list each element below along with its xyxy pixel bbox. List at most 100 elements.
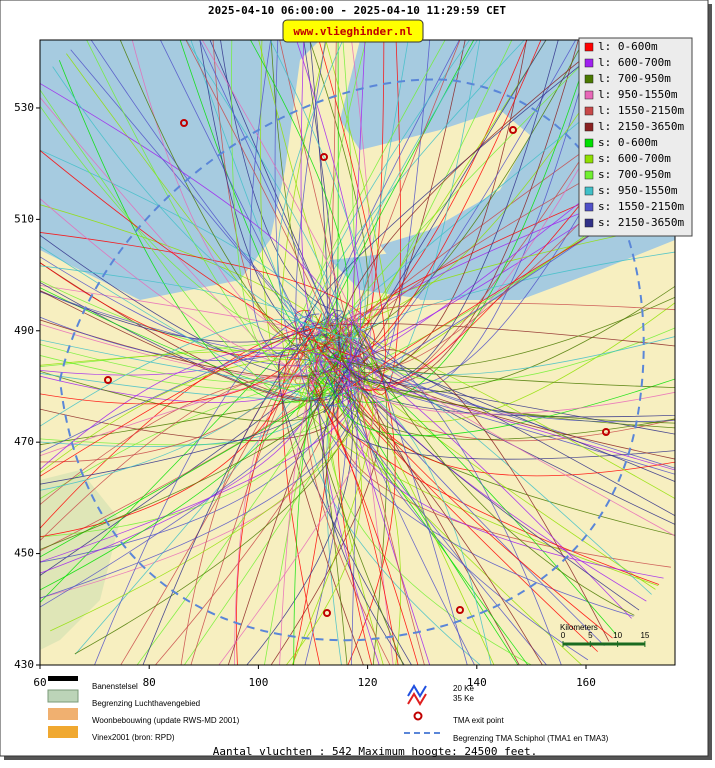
flight-track — [295, 40, 363, 407]
flight-track — [86, 40, 340, 404]
flight-track — [325, 40, 513, 378]
flight-track — [323, 40, 542, 360]
site-link[interactable]: www.vlieghinder.nl — [293, 25, 412, 38]
x-tick-label: 140 — [467, 676, 487, 689]
flight-track — [119, 40, 308, 356]
legend-swatch — [584, 202, 594, 212]
dunes — [40, 470, 120, 650]
flight-track — [279, 359, 341, 665]
flight-track — [199, 40, 332, 337]
flight-track — [40, 281, 348, 402]
flight-track — [40, 327, 332, 477]
legend-label: l: 950-1550m — [598, 88, 678, 101]
flight-track — [40, 349, 326, 366]
title: 2025-04-10 06:00:00 - 2025-04-10 11:29:5… — [208, 4, 506, 17]
flight-track — [58, 60, 346, 403]
flight-track — [308, 42, 592, 404]
y-tick-label: 430 — [14, 658, 34, 671]
flight-track — [320, 251, 675, 351]
flight-track — [74, 317, 366, 655]
flight-track — [249, 40, 309, 356]
flight-track — [312, 40, 337, 378]
wind-icon — [407, 692, 427, 706]
exit-point — [602, 428, 610, 436]
flight-track — [359, 40, 401, 396]
flight-track — [40, 287, 360, 396]
exit-point — [180, 119, 188, 127]
flight-track — [269, 40, 366, 342]
flight-track — [40, 377, 323, 550]
flight-track — [345, 40, 577, 371]
exit-point — [104, 376, 112, 384]
flight-track — [40, 265, 342, 375]
flight-track — [310, 380, 419, 665]
flight-track — [40, 232, 375, 364]
legend-text: Vinex2001 (bron: RPD) — [92, 733, 175, 742]
flight-track — [260, 40, 315, 377]
legend-swatch — [584, 42, 594, 52]
x-tick-label: 80 — [143, 676, 156, 689]
flight-track — [318, 364, 675, 415]
flight-track — [319, 350, 548, 665]
flight-track — [307, 355, 348, 665]
flight-track — [305, 320, 613, 639]
flight-track — [323, 40, 547, 413]
flight-track — [304, 310, 675, 525]
scale-title: Kilometers — [560, 623, 598, 632]
flight-track — [40, 331, 345, 403]
exit-point — [323, 609, 331, 617]
exit-point-icon — [413, 711, 423, 721]
flight-track — [40, 328, 312, 538]
flight-track — [352, 325, 675, 375]
legend-swatch — [584, 106, 594, 116]
flight-track — [338, 47, 597, 383]
x-tick-label: 60 — [33, 676, 46, 689]
flight-track — [342, 302, 675, 345]
flight-track — [40, 149, 361, 358]
legend-label: s: 600-700m — [598, 152, 671, 165]
flight-track — [231, 40, 318, 360]
flight-track — [180, 340, 327, 665]
flight-track — [343, 40, 461, 360]
exit-point — [509, 126, 517, 134]
flight-track — [354, 343, 652, 595]
exit-point — [320, 153, 328, 161]
flight-track — [322, 367, 543, 665]
lake — [330, 230, 600, 300]
flight-track — [338, 327, 675, 383]
flight-track — [303, 49, 600, 339]
flight-track — [40, 105, 351, 356]
flight-track — [337, 360, 373, 665]
legend-box — [578, 37, 693, 237]
flight-track — [331, 367, 675, 437]
flight-tracks — [40, 40, 675, 665]
flight-track — [322, 384, 405, 665]
flight-track — [40, 375, 333, 599]
flight-track — [40, 339, 347, 387]
flight-track — [314, 296, 675, 369]
flight-track — [343, 61, 614, 322]
flight-track — [348, 309, 675, 423]
flight-track — [40, 354, 333, 538]
flight-track — [359, 349, 610, 642]
legend-label: l: 1550-2150m — [598, 104, 684, 117]
footer: Aantal vluchten : 542 Maximum hoogte: 24… — [213, 745, 538, 758]
flight-track — [40, 374, 322, 542]
x-tick-label: 160 — [576, 676, 596, 689]
x-tick-label: 100 — [248, 676, 268, 689]
flight-track — [334, 312, 562, 665]
flight-track — [40, 347, 365, 471]
flight-track — [359, 344, 675, 460]
legend-label: s: 950-1550m — [598, 184, 678, 197]
flight-track — [334, 383, 492, 665]
y-tick-label: 490 — [14, 324, 34, 337]
legend-label: l: 2150-3650m — [598, 120, 684, 133]
flight-track — [94, 313, 320, 665]
flight-track — [40, 358, 310, 491]
flight-track — [321, 334, 675, 388]
flight-track — [346, 40, 481, 384]
flight-track — [343, 40, 409, 365]
scale-label: 5 — [588, 631, 593, 640]
